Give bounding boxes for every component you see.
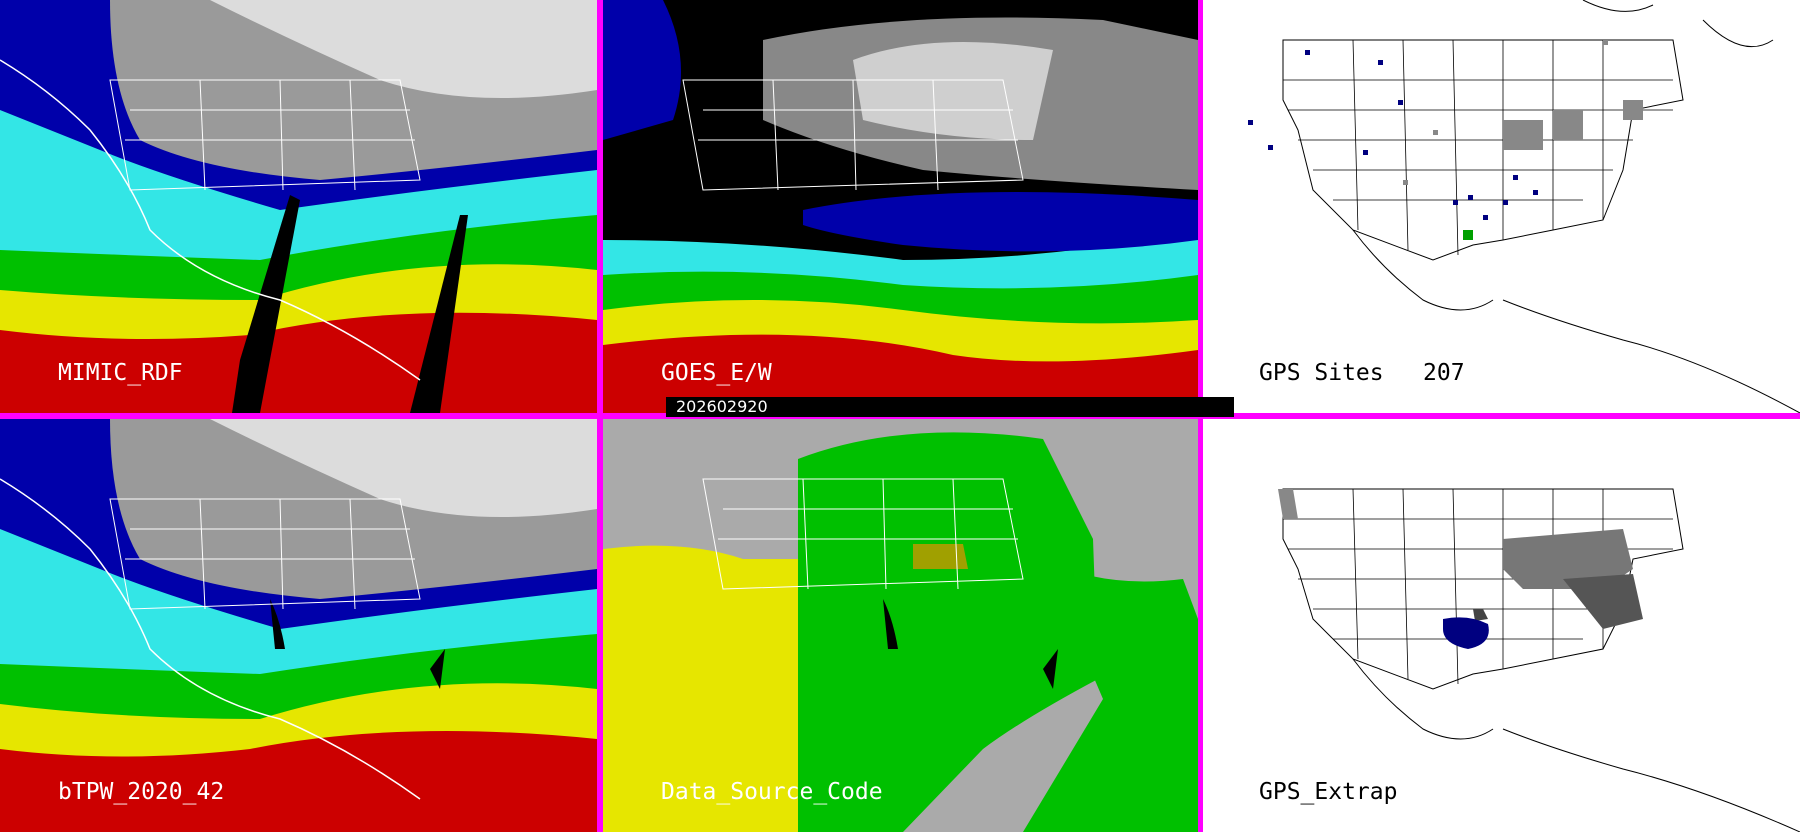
panel-label-gps-sites: GPS Sites xyxy=(1259,360,1384,386)
data-source-map xyxy=(603,419,1198,832)
panel-label-data-source: Data_Source_Code xyxy=(661,779,883,805)
panel-data-source-code: Data_Source_Code xyxy=(603,419,1198,832)
panel-gps-extrap: GPS_Extrap xyxy=(1203,419,1800,832)
panel-mimic-rdf: MIMIC_RDF xyxy=(0,0,597,413)
panel-label-btpw: bTPW_2020_42 xyxy=(58,779,225,805)
panel-gps-sites: GPS Sites 207 xyxy=(1203,0,1800,413)
gps-sites-count: 207 xyxy=(1423,360,1465,386)
timestamp-bar: 202602920 xyxy=(666,397,1234,417)
gps-sites-map xyxy=(1203,0,1800,413)
panel-btpw: bTPW_2020_42 xyxy=(0,419,597,832)
gps-extrap-map xyxy=(1203,419,1800,832)
goes-map xyxy=(603,0,1198,413)
btpw-map xyxy=(0,419,597,832)
panel-label-gps-extrap: GPS_Extrap xyxy=(1259,779,1398,805)
panel-label-goes: GOES_E/W xyxy=(661,360,772,386)
panel-goes-ew: GOES_E/W xyxy=(603,0,1198,413)
mimic-map xyxy=(0,0,597,413)
panel-label-mimic: MIMIC_RDF xyxy=(58,360,183,386)
